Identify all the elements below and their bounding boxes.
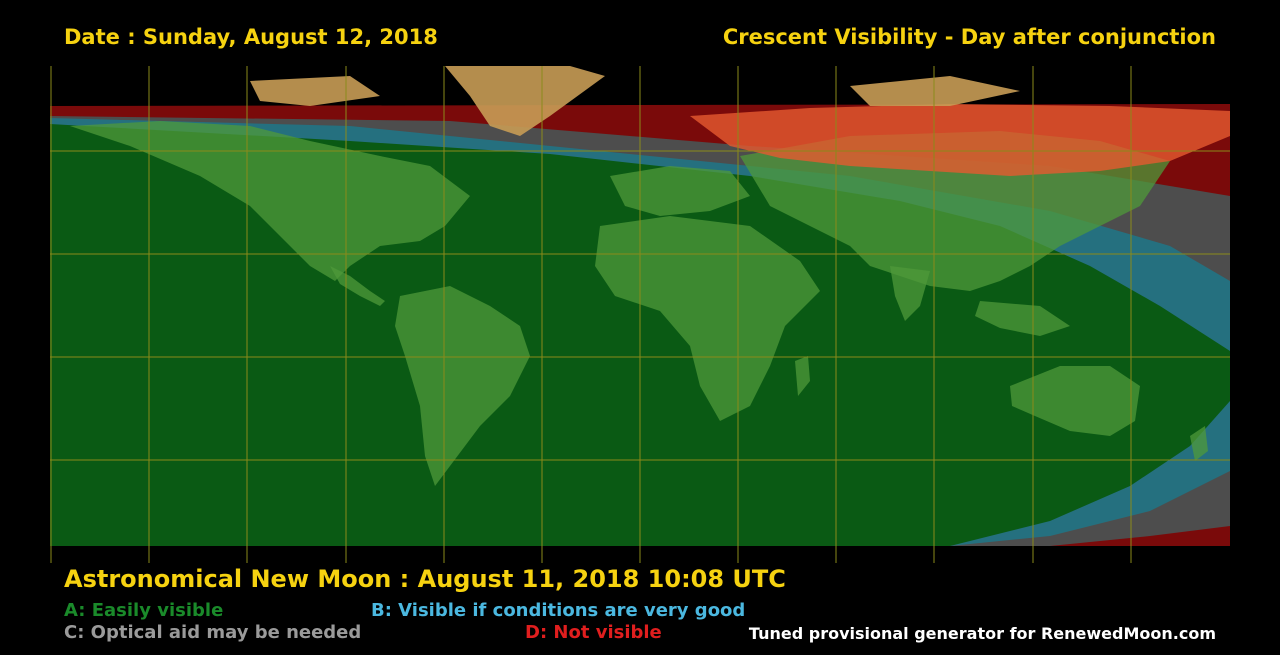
- date-label: Date : Sunday, August 12, 2018: [64, 25, 438, 49]
- legend-b-conditions-good: B: Visible if conditions are very good: [371, 600, 746, 621]
- graticule: [50, 66, 1230, 546]
- map-title: Crescent Visibility - Day after conjunct…: [722, 25, 1216, 49]
- map-svg: [50, 66, 1230, 563]
- land-masses: [70, 66, 1230, 486]
- generator-credit: Tuned provisional generator for RenewedM…: [748, 624, 1216, 643]
- legend-a-easily-visible: A: Easily visible: [64, 600, 224, 621]
- new-moon-time: Astronomical New Moon : August 11, 2018 …: [64, 565, 786, 593]
- visibility-map: [50, 66, 1230, 563]
- legend-c-optical-aid: C: Optical aid may be needed: [64, 622, 362, 643]
- legend-d-not-visible: D: Not visible: [525, 622, 662, 643]
